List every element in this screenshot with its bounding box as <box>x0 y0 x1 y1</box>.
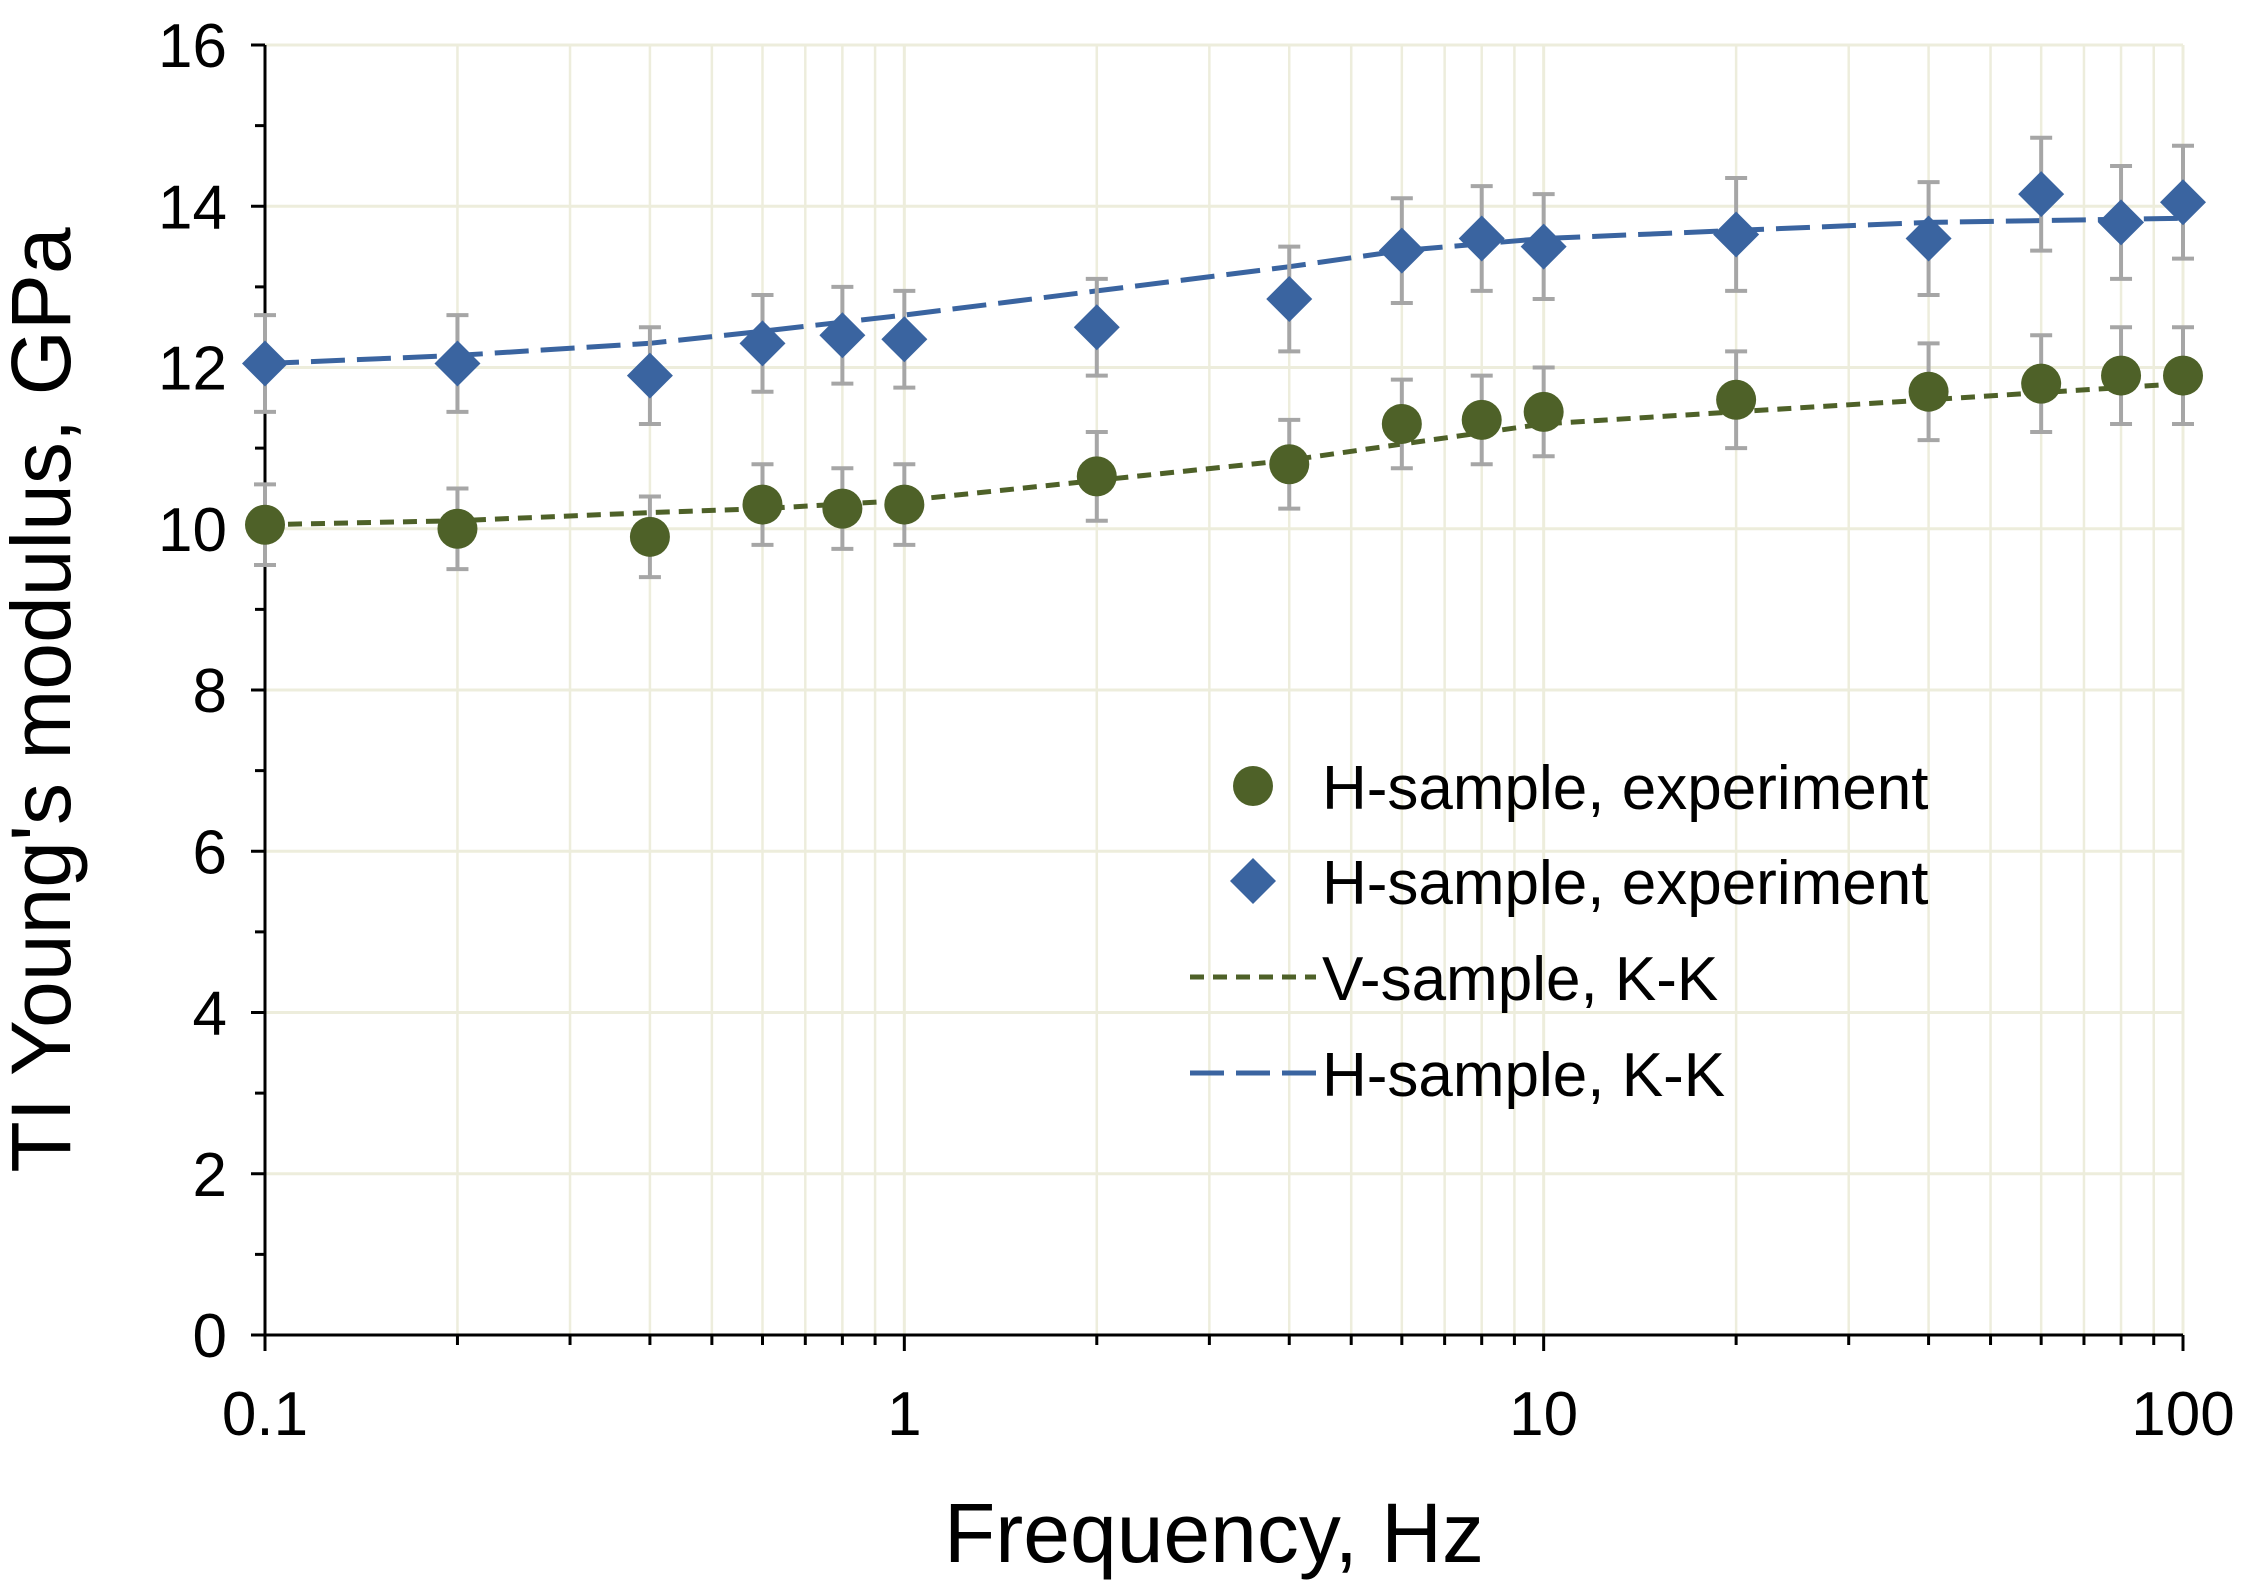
axes-layer: 0 2 4 6 8 10 12 14 16 0.1 1 10 100 <box>158 12 2235 1449</box>
blue-experiment-point <box>1073 304 1120 351</box>
y-tick-label: 0 <box>193 1302 227 1371</box>
y-tick-label: 2 <box>193 1141 227 1210</box>
series-layer <box>242 135 2206 580</box>
blue-experiment-point <box>2160 179 2206 226</box>
y-axis-title: TI Young's modulus, GPa <box>0 227 88 1173</box>
green-experiment-point <box>884 484 925 525</box>
legend-item: V-sample, K-K <box>1190 945 1718 1014</box>
legend-item: H-sample, experiment <box>1230 849 1928 918</box>
v-sample-kk-line <box>264 381 2184 528</box>
green-experiment-point <box>742 484 783 525</box>
y-tick-label: 6 <box>193 818 227 887</box>
legend-marker-diamond <box>1230 858 1276 904</box>
legend-marker-circle <box>1233 766 1273 806</box>
blue-experiment-point <box>1458 215 1505 262</box>
y-tick-label: 12 <box>158 335 227 404</box>
x-tick-label: 100 <box>2131 1380 2234 1449</box>
blue-experiment-point <box>819 312 866 359</box>
green-experiment-point <box>629 516 670 557</box>
green-experiment-point <box>1908 371 1949 412</box>
legend-label: H-sample, experiment <box>1322 849 1928 918</box>
green-experiment-point <box>2101 355 2142 396</box>
blue-experiment-point <box>1266 275 1313 322</box>
legend: H-sample, experiment H-sample, experiment… <box>1190 754 1928 1110</box>
blue-experiment-point <box>434 340 481 387</box>
green-experiment-point <box>1523 391 1564 432</box>
x-axis-title: Frequency, Hz <box>944 1486 1484 1580</box>
legend-label: H-sample, experiment <box>1322 754 1928 823</box>
blue-experiment-point <box>739 320 786 367</box>
green-experiment-point <box>245 504 285 545</box>
green-experiment-point <box>1076 456 1117 497</box>
green-experiment-point <box>2021 363 2062 404</box>
green-experiment-point <box>1716 379 1757 420</box>
green-experiment-point <box>2163 355 2203 396</box>
blue-experiment-point <box>626 352 673 399</box>
green-experiment-point <box>437 508 478 549</box>
x-tick-label: 1 <box>887 1380 921 1449</box>
green-experiment-point <box>1269 444 1310 485</box>
blue-experiment-point <box>1713 211 1760 258</box>
blue-experiment-point <box>2018 171 2065 218</box>
green-experiment-point <box>1461 399 1502 440</box>
y-tick-label: 8 <box>193 657 227 726</box>
y-tick-label: 14 <box>158 173 227 242</box>
y-tick-label: 16 <box>158 12 227 81</box>
blue-experiment-point <box>1378 227 1425 274</box>
blue-experiment-point <box>1520 223 1567 270</box>
green-experiment-point <box>822 488 863 529</box>
blue-experiment-point <box>2098 199 2145 246</box>
y-tick-label: 10 <box>158 496 227 565</box>
blue-experiment-point <box>1905 215 1952 262</box>
h-sample-kk-line <box>264 215 2184 366</box>
grid-layer <box>263 43 2185 1335</box>
green-experiment-point <box>1381 403 1422 444</box>
y-tick-label: 4 <box>193 980 227 1049</box>
legend-label: V-sample, K-K <box>1322 945 1718 1014</box>
legend-label: H-sample, K-K <box>1322 1041 1725 1110</box>
blue-experiment-point <box>242 340 288 387</box>
blue-experiment-point <box>881 316 928 363</box>
legend-item: H-sample, K-K <box>1190 1041 1725 1110</box>
legend-item: H-sample, experiment <box>1233 754 1928 823</box>
x-tick-label: 0.1 <box>222 1380 308 1449</box>
x-tick-label: 10 <box>1509 1380 1578 1449</box>
